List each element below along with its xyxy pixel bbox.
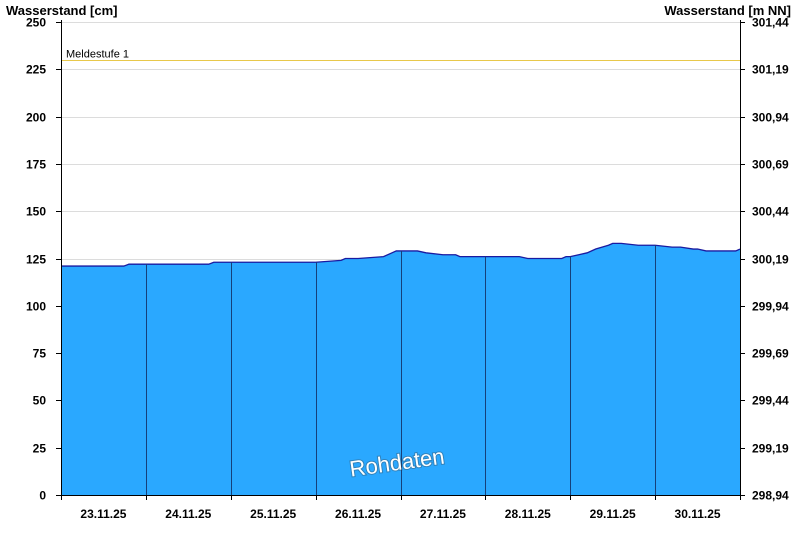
right-axis-title: Wasserstand [m NN] [664, 3, 791, 18]
right-tick-label: 299,19 [752, 442, 789, 456]
left-axis-title: Wasserstand [cm] [6, 3, 118, 18]
left-tick-label: 125 [26, 253, 46, 267]
right-tick-label: 299,94 [752, 300, 789, 314]
left-tick-label: 175 [26, 158, 46, 172]
x-tick-label: 25.11.25 [250, 507, 296, 521]
x-tick-label: 27.11.25 [420, 507, 466, 521]
x-tick-label: 26.11.25 [335, 507, 381, 521]
day-separator-lines [146, 245, 656, 495]
x-tick-label: 29.11.25 [590, 507, 636, 521]
left-tick-label: 200 [26, 111, 46, 125]
left-tick-label: 100 [26, 300, 46, 314]
right-axis-ticks: 298,94 299,19 299,44 299,69 299,94 300,19 300,… [740, 16, 789, 503]
right-tick-label: 301,19 [752, 63, 789, 77]
left-tick-label: 225 [26, 63, 46, 77]
x-tick-label: 30.11.25 [675, 507, 721, 521]
right-tick-label: 299,69 [752, 347, 789, 361]
threshold-layer: Meldestufe 1 [61, 49, 740, 61]
right-tick-label: 300,94 [752, 111, 789, 125]
x-tick-label: 23.11.25 [80, 507, 126, 521]
left-axis-ticks: 0 25 50 75 100 125 150 175 200 225 250 [26, 16, 61, 503]
right-tick-label: 301,44 [752, 16, 789, 30]
series-line-0 [61, 242, 741, 267]
right-tick-label: 299,44 [752, 394, 789, 408]
left-tick-label: 150 [26, 205, 46, 219]
right-tick-label: 300,19 [752, 253, 789, 267]
left-tick-label: 75 [33, 347, 47, 361]
x-axis-ticks: 23.11.25 24.11.25 25.11.25 26.11.25 27.11.25… [61, 495, 741, 521]
threshold-label: Meldestufe 1 [66, 49, 129, 61]
right-tick-label: 298,94 [752, 489, 789, 503]
right-tick-label: 300,69 [752, 158, 789, 172]
left-tick-label: 0 [39, 489, 46, 503]
left-tick-label: 25 [33, 442, 47, 456]
right-tick-label: 300,44 [752, 205, 789, 219]
x-tick-label: 28.11.25 [505, 507, 551, 521]
left-tick-label: 250 [26, 16, 46, 30]
left-tick-label: 50 [33, 394, 47, 408]
x-tick-label: 24.11.25 [165, 507, 211, 521]
